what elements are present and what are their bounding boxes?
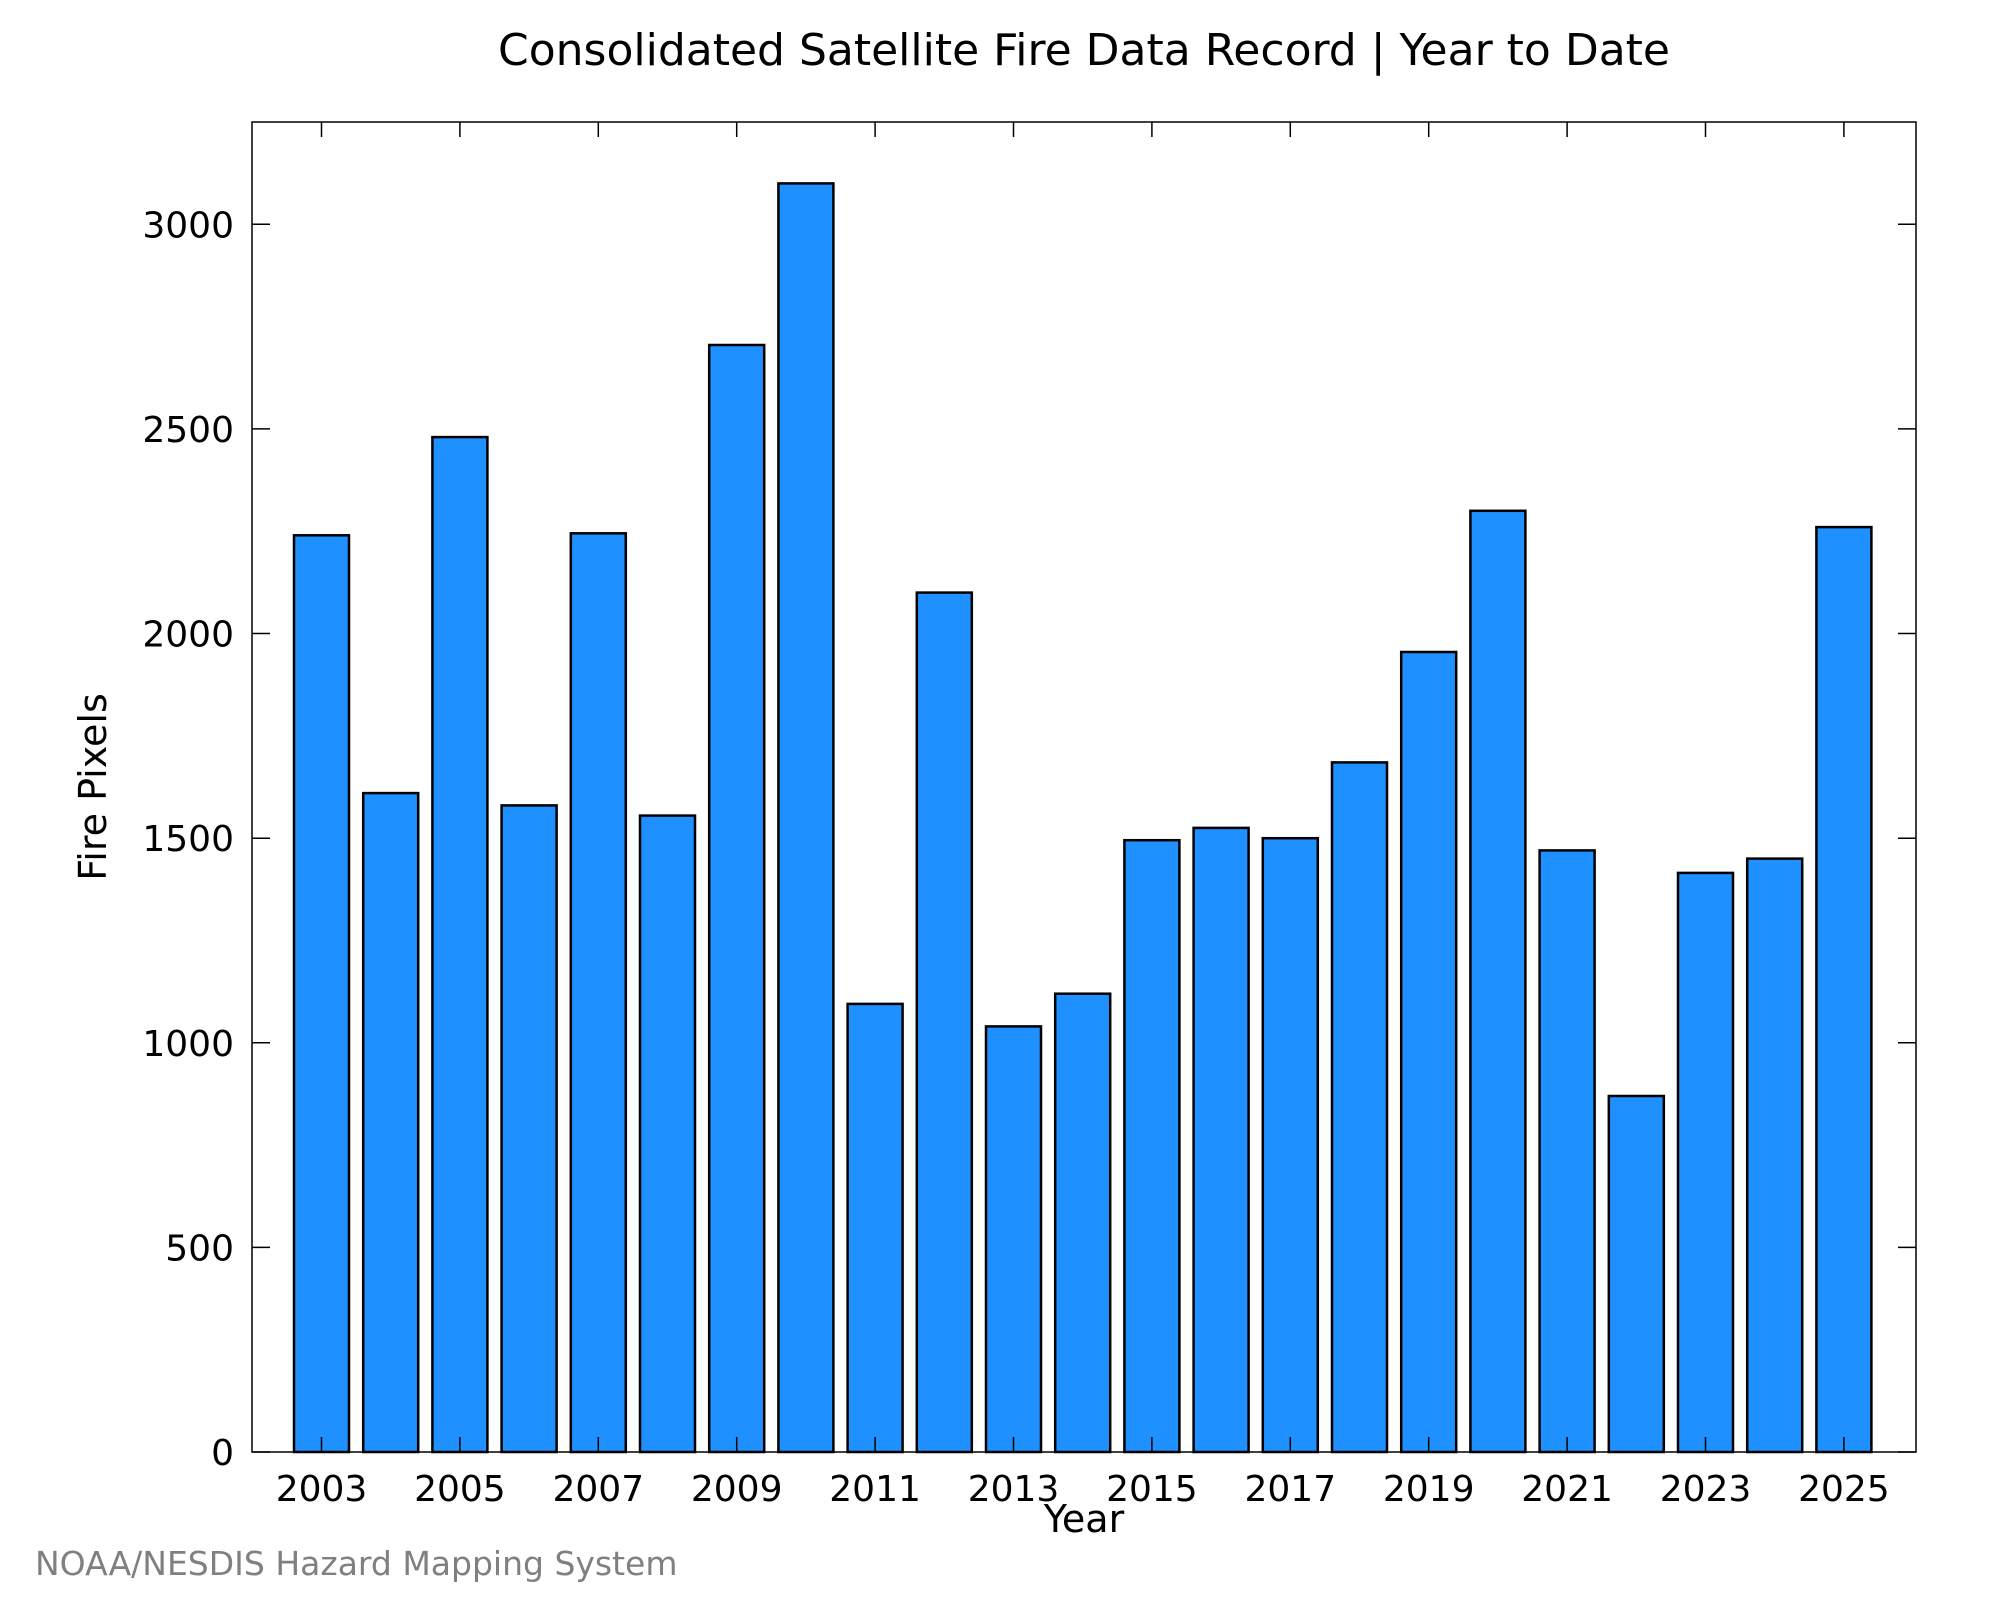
bar-2016 — [1192, 826, 1250, 1454]
bar-2007 — [569, 532, 628, 1454]
ticks-group: 0 500 1000 1500 2000 2500 3000 2003 2005 2007 2009… — [142, 122, 1916, 1510]
y-tick-label-2500: 2500 — [142, 410, 234, 451]
bar-2013 — [984, 1025, 1043, 1454]
x-axis-label: Year — [1043, 1497, 1125, 1541]
bar-2003 — [292, 534, 351, 1454]
x-tick-label-2013: 2013 — [968, 1469, 1060, 1510]
bar-2005 — [431, 435, 489, 1454]
y-tick-label-1500: 1500 — [142, 819, 234, 860]
bar-2012 — [915, 591, 974, 1454]
x-tick-label-2011: 2011 — [829, 1469, 921, 1510]
bar-2019 — [1399, 650, 1458, 1454]
plot-frame — [251, 121, 1917, 1453]
bar-2021 — [1538, 849, 1596, 1454]
x-tick-label-2025: 2025 — [1798, 1469, 1890, 1510]
bar-2017 — [1261, 836, 1320, 1454]
bar-2011 — [846, 1002, 904, 1454]
x-tick-label-2003: 2003 — [276, 1469, 368, 1510]
bar-2024 — [1745, 857, 1804, 1454]
bars-group — [292, 182, 1873, 1454]
bar-2014 — [1053, 992, 1112, 1454]
source-credit: NOAA/NESDIS Hazard Mapping System — [35, 1544, 678, 1583]
x-tick-label-2017: 2017 — [1244, 1469, 1336, 1510]
y-tick-label-2000: 2000 — [142, 615, 234, 656]
bar-2020 — [1469, 509, 1527, 1454]
x-tick-label-2019: 2019 — [1383, 1469, 1475, 1510]
y-tick-label-0: 0 — [211, 1433, 234, 1474]
bar-2006 — [500, 804, 558, 1454]
x-tick-label-2007: 2007 — [552, 1469, 644, 1510]
x-tick-label-2021: 2021 — [1521, 1469, 1613, 1510]
bar-2015 — [1123, 838, 1181, 1454]
bar-2010 — [777, 182, 835, 1454]
bar-2004 — [361, 791, 420, 1454]
y-axis-label: Fire Pixels — [71, 693, 115, 881]
chart-title: Consolidated Satellite Fire Data Record … — [498, 25, 1670, 76]
bar-2018 — [1330, 761, 1389, 1454]
bar-2009 — [707, 343, 766, 1454]
x-tick-label-2005: 2005 — [414, 1469, 506, 1510]
bar-2008 — [638, 814, 697, 1454]
y-tick-label-500: 500 — [165, 1228, 234, 1269]
x-tick-label-2009: 2009 — [691, 1469, 783, 1510]
bar-2023 — [1676, 871, 1735, 1454]
y-tick-label-1000: 1000 — [142, 1024, 234, 1065]
y-tick-label-3000: 3000 — [142, 205, 234, 246]
bar-2025 — [1815, 525, 1873, 1454]
x-tick-label-2023: 2023 — [1660, 1469, 1752, 1510]
bar-2022 — [1607, 1094, 1666, 1454]
x-tick-label-2015: 2015 — [1106, 1469, 1198, 1510]
